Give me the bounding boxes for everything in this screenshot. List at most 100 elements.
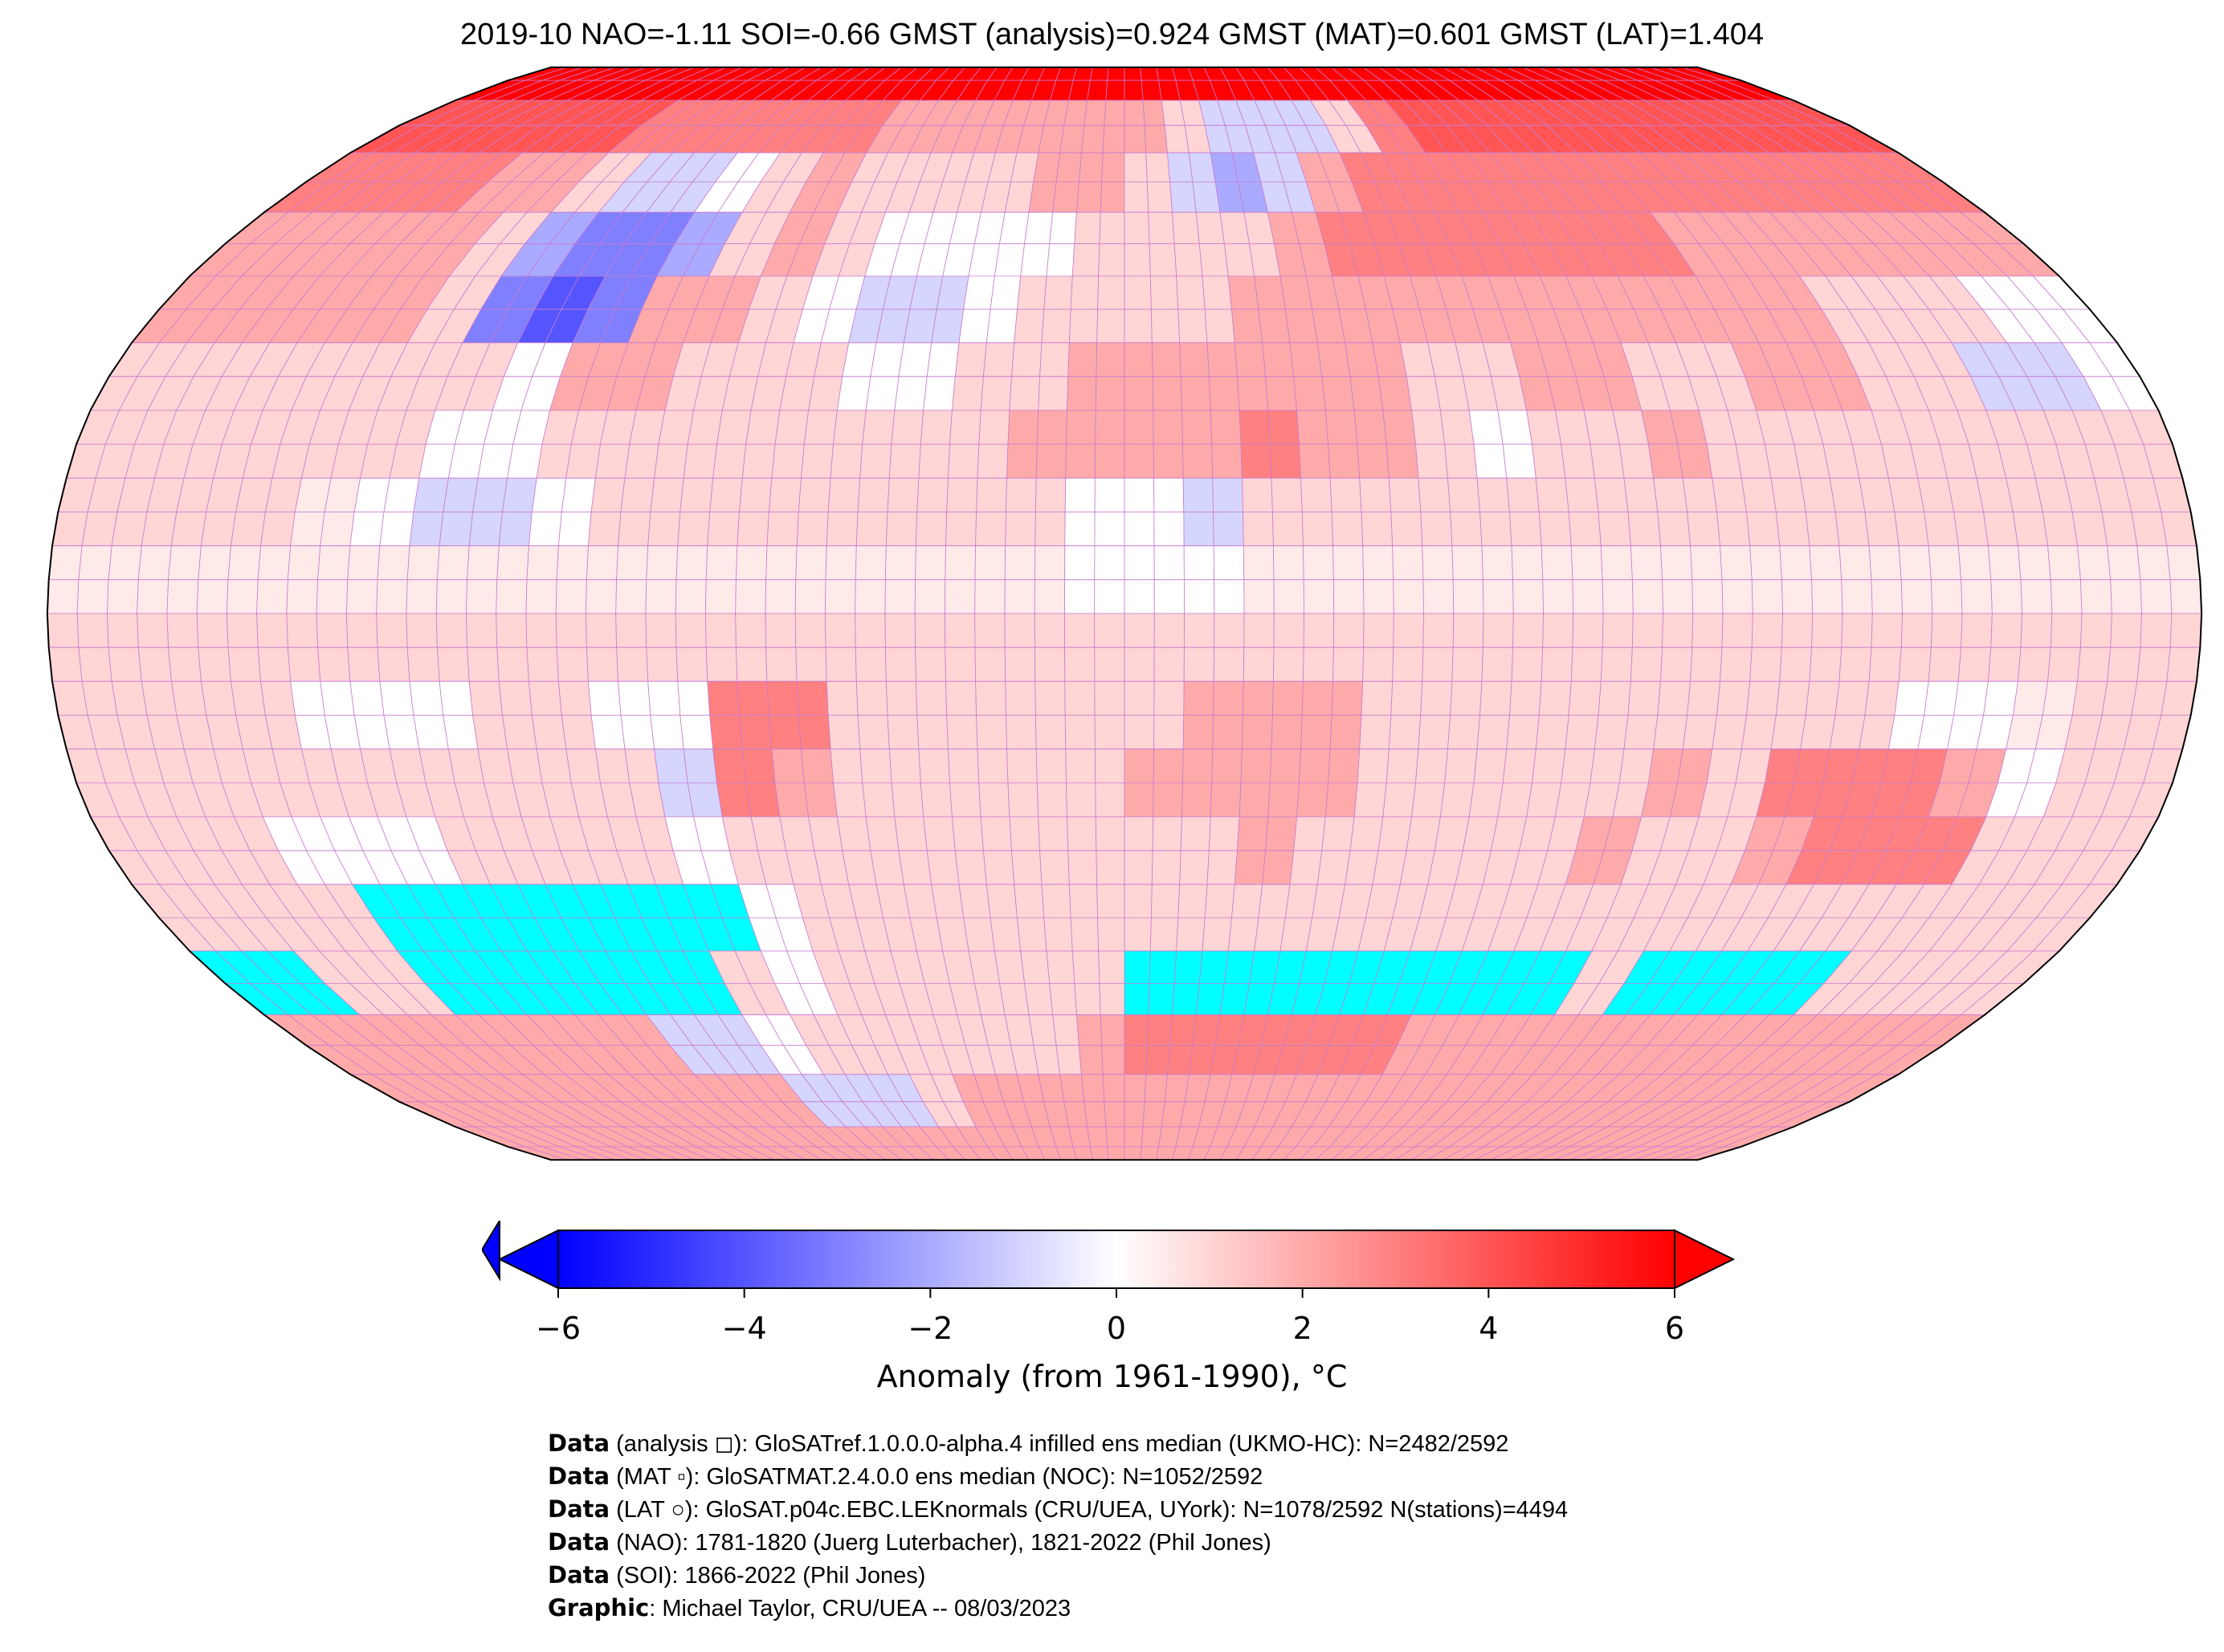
grid-cell <box>735 579 767 614</box>
grid-cell <box>709 715 743 750</box>
grid-cell <box>1094 545 1125 581</box>
grid-cell <box>954 850 987 885</box>
colorbar-tick-label: 6 <box>1664 1311 1685 1346</box>
grid-cell <box>227 545 262 581</box>
grid-cell <box>1094 579 1125 614</box>
grid-cell <box>1361 512 1394 547</box>
grid-cell <box>1009 376 1041 411</box>
grid-cell <box>855 680 888 716</box>
grid-cell <box>1660 545 1693 581</box>
grid-cell <box>768 715 802 750</box>
colorbar-tick-label: 0 <box>1106 1311 1127 1346</box>
grid-cell <box>1990 579 2023 614</box>
grid-cell <box>376 613 408 648</box>
grid-cell <box>1809 545 1842 581</box>
grid-cell <box>945 579 976 614</box>
colorbar-tick-label: 4 <box>1479 1311 1499 1346</box>
grid-cell <box>2140 579 2173 614</box>
grid-cell <box>2166 545 2201 581</box>
grid-cell <box>1775 512 1810 547</box>
grid-cell <box>1097 917 1125 952</box>
grid-cell <box>257 647 292 682</box>
grid-cell <box>1004 545 1036 581</box>
grid-cell <box>1183 545 1215 581</box>
grid-cell <box>1067 816 1097 851</box>
grid-cell <box>1153 715 1185 750</box>
grid-cell <box>227 647 262 682</box>
grid-cell <box>1006 715 1037 750</box>
grid-cell <box>226 579 259 614</box>
grid-cell <box>1271 512 1304 547</box>
grid-cell <box>1124 850 1153 885</box>
grid-cell <box>1811 579 1843 614</box>
grid-cell <box>1509 680 1542 716</box>
grid-cell <box>1195 983 1225 1016</box>
grid-cell <box>555 613 587 648</box>
grid-cell <box>1095 376 1125 411</box>
grid-cell <box>887 477 920 512</box>
grid-cell <box>1070 275 1100 310</box>
grid-cell <box>1690 545 1723 581</box>
grid-cell <box>1502 748 1536 784</box>
grid-cell <box>1066 410 1096 445</box>
grid-cell <box>1422 579 1455 614</box>
grid-cell <box>1180 376 1211 411</box>
grid-cell <box>888 748 921 784</box>
grid-cell <box>1124 124 1147 153</box>
grid-cell <box>2047 647 2081 682</box>
grid-cell <box>1289 850 1323 885</box>
grid-cell <box>923 376 956 411</box>
grid-cell <box>556 545 589 581</box>
grid-cell <box>1146 181 1173 213</box>
grid-cell <box>687 410 723 445</box>
grid-cell <box>931 308 965 344</box>
grid-cell <box>1267 782 1300 818</box>
grid-cell <box>808 376 843 411</box>
grid-cell <box>1140 1146 1160 1160</box>
grid-cell <box>1258 883 1291 919</box>
grid-cell <box>1864 680 1900 716</box>
grid-cell <box>1983 680 2018 716</box>
grid-cell <box>1206 850 1238 885</box>
grid-cell <box>2110 579 2143 614</box>
grid-cell <box>1095 782 1125 818</box>
grid-cell <box>898 850 932 885</box>
grid-cell <box>1542 579 1574 614</box>
grid-cell <box>801 443 834 479</box>
grid-cell <box>1153 579 1185 614</box>
grid-cell <box>525 613 557 648</box>
grid-cell <box>2018 647 2051 682</box>
grid-cell <box>827 715 861 750</box>
grid-cell <box>891 782 924 818</box>
grid-cell <box>795 647 827 682</box>
grid-cell <box>1087 1126 1108 1148</box>
grid-cell <box>2110 613 2143 648</box>
grid-cell <box>1392 647 1424 682</box>
grid-cell <box>141 512 178 547</box>
grid-cell <box>1094 647 1125 682</box>
grid-cell <box>1035 443 1067 479</box>
grid-cell <box>826 680 859 716</box>
grid-cell <box>1096 883 1125 919</box>
grid-cell <box>798 477 831 512</box>
grid-cell <box>1602 579 1634 614</box>
grid-cell <box>1095 410 1125 445</box>
grid-cell <box>200 512 237 547</box>
grid-cell <box>443 477 479 512</box>
grid-cell <box>1006 477 1037 512</box>
grid-cell <box>645 579 677 614</box>
grid-cell <box>1332 545 1365 581</box>
grid-cell <box>1385 443 1419 479</box>
grid-cell <box>2079 579 2112 614</box>
grid-cell <box>557 680 592 716</box>
grid-cell <box>1074 983 1101 1016</box>
grid-cell <box>320 512 355 547</box>
grid-cell <box>1262 342 1295 377</box>
grid-cell <box>1151 850 1181 885</box>
grid-cell <box>196 579 229 614</box>
grid-cell <box>1721 579 1753 614</box>
grid-cell <box>1332 579 1365 614</box>
grid-cell <box>1411 410 1446 445</box>
grid-cell <box>1751 613 1784 648</box>
grid-cell <box>1512 613 1545 648</box>
